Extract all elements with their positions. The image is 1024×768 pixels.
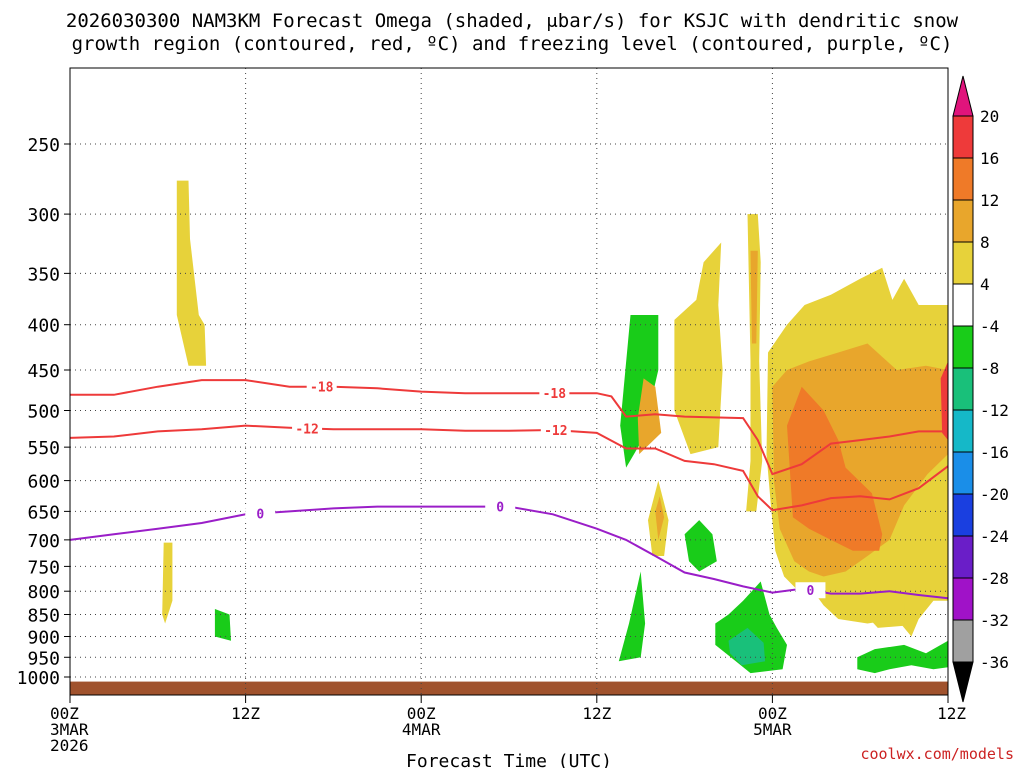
x-tick-label: 12Z [582,704,611,723]
contour-label: 0 [256,507,264,522]
contour-label-bg [292,420,323,437]
colorbar-tick-label: 8 [980,233,990,252]
omega-region-orange-3 [750,250,758,344]
y-tick-label: 550 [27,438,60,459]
contour-line [70,379,948,476]
colorbar-tick-label: -4 [980,317,999,336]
contour-label: 0 [496,501,504,516]
colorbar-bottom-arrow [952,661,974,703]
omega-region-orange-small [637,378,662,455]
contour-line [69,424,949,512]
credit-text: coolwx.com/models [860,745,1014,763]
x-tick-label: 12Z [231,704,260,723]
colorbar-swatch [952,199,974,243]
x-tick-label: 5MAR [753,720,792,739]
contour-label: 0 [807,584,815,599]
colorbar-swatch [952,241,974,285]
x-tick-label: 12Z [937,704,966,723]
colorbar-tick-label: -12 [980,401,1009,420]
omega-region-yellow-2 [162,542,173,624]
chart-title-line-2: growth region (contoured, red, ºC) and f… [71,33,953,55]
colorbar-tick-label: -24 [980,527,1009,546]
y-tick-label: 750 [27,557,60,578]
y-tick-label: 800 [27,582,60,603]
y-tick-label: 1000 [17,668,60,689]
plot-frame [69,67,949,696]
colorbar-swatch [952,577,974,621]
omega-region-green-1 [214,609,231,641]
colorbar-swatch [952,409,974,453]
omega-region-orange-2 [655,496,665,540]
y-tick-label: 300 [27,205,60,226]
colorbar-tick-label: -32 [980,611,1009,630]
colorbar-swatch [952,493,974,537]
omega-region-yellow-1 [176,180,207,366]
colorbar-tick-label: -28 [980,569,1009,588]
colorbar-tick-label: -8 [980,359,999,378]
y-tick-label: 650 [27,502,60,523]
y-tick-label: 250 [27,135,60,156]
x-tick-label: 00Z [50,704,79,723]
contour-label-bg [306,378,337,395]
chart-title-line-1: 2026030300 NAM3KM Forecast Omega (shaded… [65,10,959,32]
x-tick-label: 00Z [758,704,787,723]
contour-label-bg [245,505,276,522]
contour-label-bg [485,498,516,515]
y-tick-label: 450 [27,361,60,382]
colorbar-swatch [952,157,974,201]
contour-label: -18 [543,387,567,402]
contour-label: -12 [295,422,318,437]
contour-label: -12 [544,424,567,439]
x-tick-label: 00Z [407,704,436,723]
omega-region-green-3 [618,571,646,662]
y-tick-label: 850 [27,606,60,627]
contour-label-bg [540,422,571,439]
omega-region-orange-dark [787,386,883,551]
y-tick-label: 950 [27,648,60,669]
colorbar-swatch [952,367,974,411]
colorbar-tick-label: -36 [980,653,1009,672]
contour-label-bg [795,582,826,599]
colorbar-swatch [952,619,974,663]
omega-region-teal [728,627,766,666]
omega-colorbar: 20 16 12 8 4 -4 -8 -12 -16 -20 -24 -28 -32 -36 [952,75,1009,703]
colorbar-swatch [952,115,974,159]
omega-shading [70,180,948,695]
y-tick-label: 400 [27,316,60,337]
y-tick-label: 900 [27,627,60,648]
colorbar-swatch [952,535,974,579]
colorbar-swatch [952,283,974,327]
contour-label-bg [539,385,570,402]
omega-region-yellow-3 [674,242,723,455]
omega-region-red-edge [940,361,948,441]
x-tick-label: 4MAR [402,720,441,739]
y-tick-label: 700 [27,531,60,552]
contour-label: -18 [310,381,334,396]
colorbar-tick-label: 16 [980,149,999,168]
surface-band [70,681,948,695]
colorbar-tick-label: 12 [980,191,999,210]
colorbar-tick-label: 4 [980,275,990,294]
colorbar-top-arrow [952,75,974,117]
omega-region-green-2 [620,315,659,468]
colorbar-swatch [952,451,974,495]
omega-region-yellow-5 [746,214,763,512]
y-axis-ticks: 2503003504004505005506006507007508008509… [17,135,70,689]
y-tick-label: 600 [27,472,60,493]
x-axis-label: Forecast Time (UTC) [406,751,612,768]
y-tick-label: 500 [27,402,60,423]
omega-region-green-4 [684,520,717,572]
x-tick-label: 3MAR [50,720,89,739]
omega-region-green-6 [857,640,948,674]
colorbar-tick-label: -20 [980,485,1009,504]
y-tick-label: 350 [27,264,60,285]
contour-lines: -18 -18 -12 -12 0 0 0 [69,378,949,600]
omega-region-yellow-6 [867,596,905,628]
colorbar-tick-label: -16 [980,443,1009,462]
colorbar-tick-label: 20 [980,107,999,126]
colorbar-swatch [952,325,974,369]
x-tick-label: 2026 [50,736,89,755]
